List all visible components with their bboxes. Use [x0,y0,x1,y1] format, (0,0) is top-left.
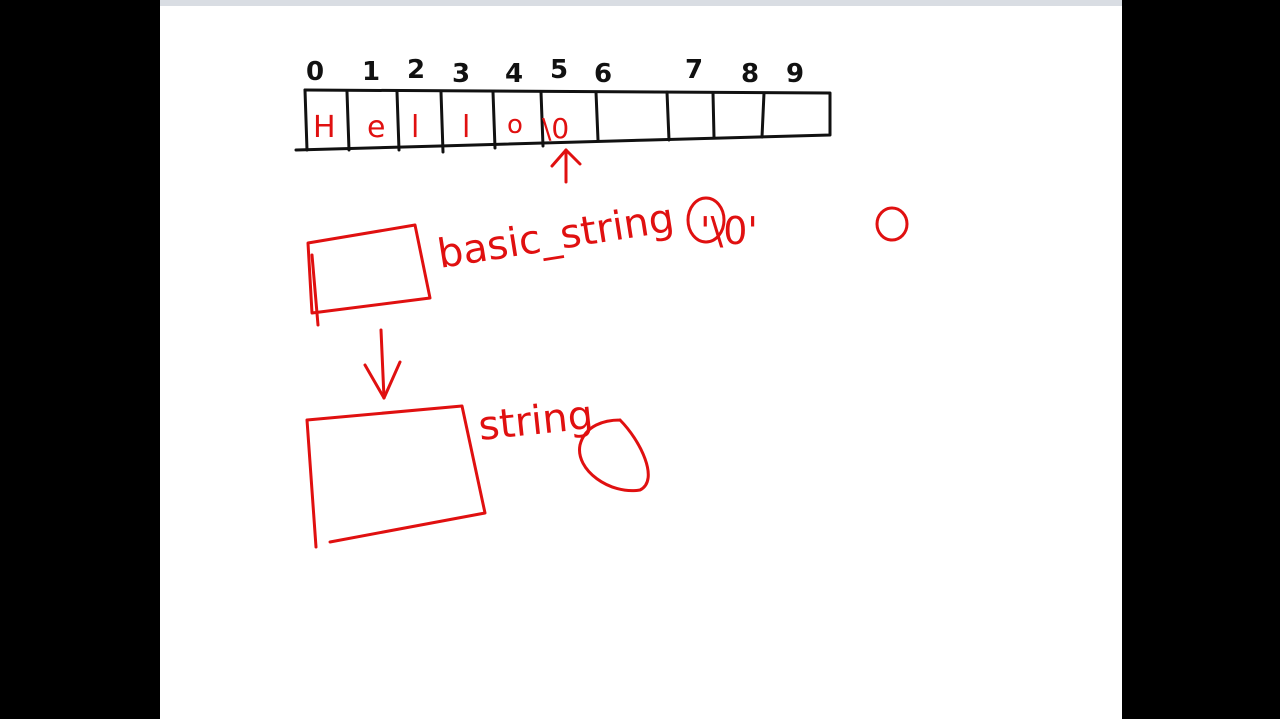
index-8: 8 [741,59,759,89]
index-4: 4 [505,59,523,89]
string-loop [578,418,650,493]
cell-divider [395,90,401,152]
index-2: 2 [407,55,425,85]
index-9: 9 [786,59,804,89]
index-6: 6 [594,59,612,89]
cell-divider [491,90,497,150]
char-1: e [367,110,385,145]
index-1: 1 [362,57,380,87]
basic-string-box [306,223,432,327]
cell-divider [594,90,600,142]
basic-string-label: basic_string [434,195,677,278]
char-5: \0 [542,112,569,145]
string-label: string [476,392,595,450]
null-char-label: '\0' [700,209,758,253]
cell-divider [760,91,766,139]
cell-divider [439,90,445,154]
index-3: 3 [452,59,470,89]
whiteboard-canvas [160,0,1122,719]
up-arrow-icon [550,148,582,184]
array-index-labels: 0 1 2 3 4 5 6 7 8 9 [306,55,804,89]
zero-circle [875,206,909,242]
char-4: o [507,110,523,140]
char-2: l [411,110,419,145]
window-top-border [160,0,1122,6]
down-arrow-icon [363,328,402,400]
index-5: 5 [550,55,568,85]
cell-divider [539,90,545,148]
cell-divider [665,90,671,142]
char-array-box [294,88,832,154]
char-3: l [462,110,470,145]
array-characters: H e l l o \0 [313,110,569,145]
null-char-circle [686,196,726,244]
string-box [305,404,487,549]
cell-divider [345,90,351,152]
char-0: H [313,110,336,145]
index-7: 7 [685,55,703,85]
cell-divider [711,91,716,139]
index-0: 0 [306,57,324,87]
